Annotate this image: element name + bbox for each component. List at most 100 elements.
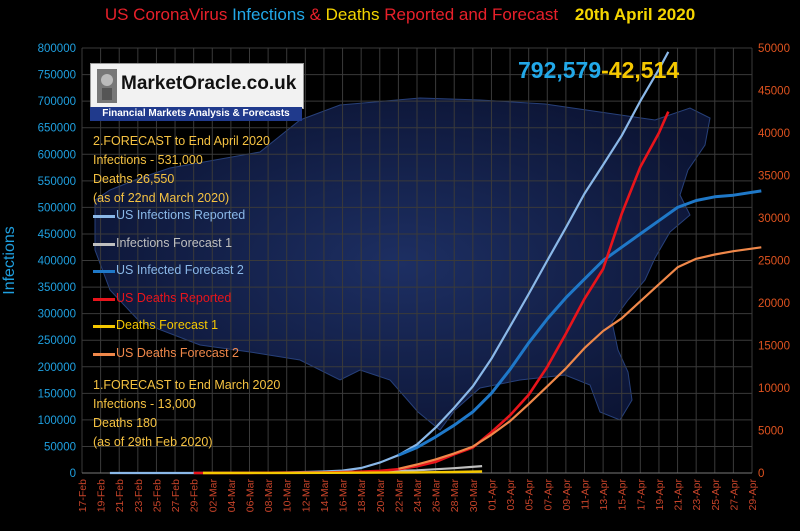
x-tick-label: 16-Mar: [338, 479, 350, 513]
x-tick-label: 09-Apr: [561, 478, 573, 510]
x-tick-label: 02-Mar: [207, 479, 219, 513]
forecast2-line4: (as of 22nd March 2020): [93, 191, 230, 205]
forecast1-line3: Deaths 180: [93, 416, 157, 430]
legend-swatch-infected-forecast2: [93, 270, 115, 273]
y-tick-label: 400000: [38, 256, 76, 268]
y-tick-label: 300000: [38, 309, 76, 321]
x-tick-label: 21-Feb: [114, 479, 126, 512]
x-tick-label: 30-Mar: [468, 479, 480, 513]
x-tick-label: 13-Apr: [598, 478, 610, 510]
x-tick-label: 27-Feb: [170, 479, 182, 512]
y2-tick-label: 20000: [758, 298, 790, 310]
forecast1-line2: Infections - 13,000: [93, 397, 196, 411]
x-tick-label: 03-Apr: [505, 478, 517, 510]
x-tick-label: 24-Mar: [412, 479, 424, 513]
legend-swatch-infections-forecast1: [93, 243, 115, 246]
x-tick-label: 29-Feb: [189, 479, 201, 512]
y2-tick-label: 50000: [758, 43, 790, 55]
title-part1: US CoronaVirus: [104, 5, 233, 24]
series-infected-forecast2: [397, 189, 762, 457]
y2-tick-label: 30000: [758, 213, 790, 225]
legend-swatch-infections-reported: [93, 215, 115, 218]
series-deaths-forecast1: [202, 470, 483, 475]
headline-counts: 792,579-42,514: [518, 57, 679, 84]
x-tick-label: 28-Mar: [449, 479, 461, 513]
forecast2-block: 2.FORECAST to End April 2020 Infections …: [93, 132, 270, 208]
legend-label-infections-forecast1: Infections Forecast 1: [116, 236, 233, 250]
x-tick-label: 14-Mar: [319, 479, 331, 513]
y2-tick-label: 10000: [758, 383, 790, 395]
y-tick-label: 450000: [38, 229, 76, 241]
forecast2-line2: Infections - 531,000: [93, 153, 203, 167]
title-part3: &: [304, 5, 326, 24]
y2-tick-label: 25000: [758, 256, 790, 268]
forecast1-block: 1.FORECAST to End March 2020 Infections …: [93, 376, 280, 452]
title-deaths: Deaths: [325, 5, 380, 24]
legend-label-infections-reported: US Infections Reported: [116, 208, 246, 222]
y-tick-label: 500000: [38, 202, 76, 214]
x-tick-label: 29-Apr: [747, 478, 759, 510]
y-axis-title: Infections: [1, 226, 18, 294]
headline-deaths: -42,514: [601, 57, 680, 83]
headline-infections: 792,579: [518, 57, 602, 83]
x-tick-label: 19-Apr: [654, 478, 666, 510]
x-tick-label: 25-Feb: [151, 479, 163, 512]
y-tick-label: 550000: [38, 176, 76, 188]
x-tick-label: 23-Feb: [133, 479, 145, 512]
legend-label-deaths-forecast2: US Deaths Forecast 2: [116, 346, 239, 360]
legend-label-infected-forecast2: US Infected Forecast 2: [116, 263, 244, 277]
legend-swatch-deaths-forecast2: [93, 353, 115, 356]
y2-tick-label: 45000: [758, 86, 790, 98]
forecast1-line1: 1.FORECAST to End March 2020: [93, 378, 281, 392]
y-tick-label: 650000: [38, 123, 76, 135]
legend-swatch-deaths-reported: [93, 298, 115, 301]
x-tick-label: 21-Apr: [673, 478, 685, 510]
legend-swatch-deaths-forecast1: [93, 325, 115, 328]
x-tick-label: 04-Mar: [226, 479, 238, 513]
x-tick-label: 05-Apr: [524, 478, 536, 510]
series-deaths-forecast2: [398, 246, 762, 470]
x-tick-label: 11-Apr: [580, 479, 592, 510]
x-tick-label: 17-Apr: [635, 478, 647, 510]
legend-label-deaths-reported: US Deaths Reported: [116, 291, 232, 305]
x-tick-label: 17-Feb: [77, 479, 89, 512]
legend-label-deaths-forecast1: Deaths Forecast 1: [116, 318, 219, 332]
logo-box: MarketOracle.co.uk: [90, 63, 304, 109]
x-tick-label: 27-Apr: [728, 478, 740, 510]
y-tick-label: 50000: [44, 441, 76, 453]
y-tick-label: 600000: [38, 149, 76, 161]
x-tick-label: 12-Mar: [300, 479, 312, 513]
title-part5: Reported and Forecast: [379, 5, 559, 24]
title-date: 20th April 2020: [574, 5, 696, 24]
y-tick-label: 250000: [38, 335, 76, 347]
x-tick-label: 15-Apr: [617, 478, 629, 510]
y2-tick-label: 5000: [758, 426, 784, 438]
y2-tick-label: 0: [758, 468, 764, 480]
x-tick-label: 23-Apr: [691, 478, 703, 510]
x-tick-label: 18-Mar: [356, 479, 368, 513]
x-tick-label: 19-Feb: [96, 479, 108, 512]
y-tick-label: 800000: [38, 43, 76, 55]
x-tick-label: 20-Mar: [375, 479, 387, 513]
y-tick-label: 150000: [38, 388, 76, 400]
logo-emblem-icon: [97, 69, 117, 103]
x-tick-label: 06-Mar: [245, 479, 257, 513]
y-tick-label: 200000: [38, 362, 76, 374]
x-tick-label: 26-Mar: [431, 479, 443, 513]
x-tick-label: 22-Mar: [393, 479, 405, 513]
x-tick-label: 10-Mar: [282, 479, 294, 513]
y2-tick-label: 35000: [758, 171, 790, 183]
logo-tagline: Financial Markets Analysis & Forecasts: [90, 107, 302, 121]
y-tick-label: 700000: [38, 96, 76, 108]
y2-tick-label: 40000: [758, 128, 790, 140]
y-tick-label: 0: [70, 468, 76, 480]
forecast2-line3: Deaths 26,550: [93, 172, 175, 186]
marketoracle-logo: MarketOracle.co.uk Financial Markets Ana…: [90, 63, 304, 123]
y-tick-label: 100000: [38, 415, 76, 427]
title-infections: Infections: [232, 5, 305, 24]
y-tick-label: 350000: [38, 282, 76, 294]
chart-title: US CoronaVirus Infections & Deaths Repor…: [0, 5, 800, 25]
x-tick-label: 07-Apr: [542, 478, 554, 510]
forecast1-line4: (as of 29th Feb 2020): [93, 435, 213, 449]
y2-tick-label: 15000: [758, 341, 790, 353]
